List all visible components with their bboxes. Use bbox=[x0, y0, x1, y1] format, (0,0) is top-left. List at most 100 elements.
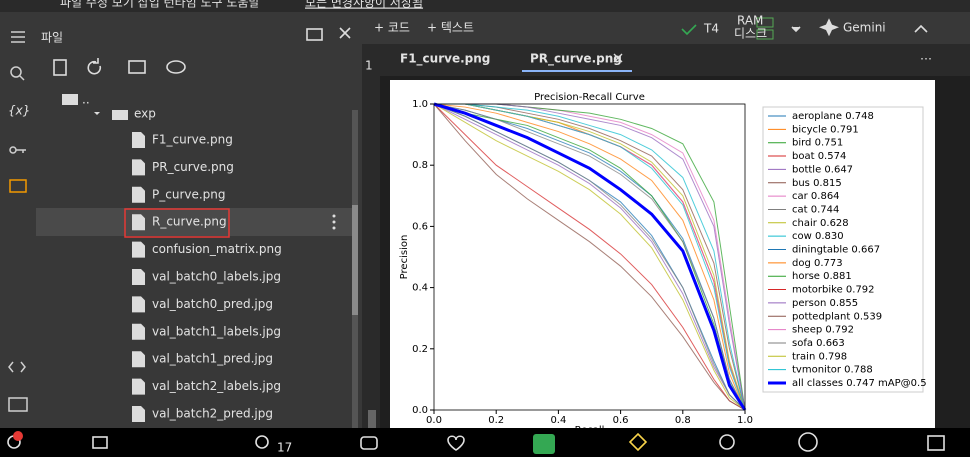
icon-strip bbox=[0, 12, 35, 428]
file-name[interactable]: P_curve.png bbox=[152, 187, 226, 201]
tab-active[interactable]: PR_curve.png bbox=[530, 52, 622, 67]
y-tick-label: 0.8 bbox=[412, 160, 428, 171]
legend-label: dog 0.773 bbox=[792, 258, 843, 269]
more-dot[interactable] bbox=[332, 214, 336, 218]
save-status[interactable]: 모든 변경사항이 저장됨 bbox=[305, 0, 423, 10]
file-name[interactable]: val_batch1_pred.jpg bbox=[152, 352, 273, 366]
tab-bar bbox=[362, 44, 970, 76]
more-dot bbox=[332, 220, 336, 224]
selected-row bbox=[36, 208, 352, 236]
editor-scrollbar[interactable] bbox=[368, 410, 376, 428]
terminal-icon[interactable] bbox=[8, 397, 28, 412]
file-icon bbox=[132, 186, 145, 203]
share-button[interactable] bbox=[533, 434, 555, 454]
file-icon bbox=[132, 351, 145, 368]
class-curve bbox=[434, 103, 746, 411]
disk-label: 디스크 bbox=[734, 27, 767, 41]
legend-label: bird 0.751 bbox=[792, 138, 843, 149]
y-tick-label: 0.6 bbox=[412, 221, 428, 232]
legend-box bbox=[762, 106, 924, 393]
add-code[interactable]: + 코드 bbox=[374, 21, 410, 35]
file-name[interactable]: F1_curve.png bbox=[152, 133, 233, 147]
drive-icon[interactable] bbox=[128, 60, 146, 74]
ram-label: RAM bbox=[737, 14, 763, 28]
icon-group bbox=[8, 31, 28, 412]
chart-title: Precision-Recall Curve bbox=[534, 92, 645, 103]
more-icon[interactable] bbox=[798, 432, 818, 452]
eye-icon[interactable] bbox=[166, 60, 186, 74]
runtime-type: T4 bbox=[703, 22, 719, 36]
x-tick-label: 1.0 bbox=[737, 415, 753, 426]
file-icon bbox=[132, 269, 145, 285]
class-curve bbox=[433, 103, 746, 411]
toc-icon[interactable] bbox=[11, 31, 25, 43]
tab-close[interactable] bbox=[613, 53, 623, 63]
gutter bbox=[362, 44, 380, 428]
reactions-icon[interactable] bbox=[447, 435, 465, 451]
sidebar-scrollbar[interactable] bbox=[352, 205, 358, 315]
file-icon bbox=[132, 159, 145, 176]
file-name[interactable]: val_batch2_labels.jpg bbox=[152, 379, 281, 393]
file-icon bbox=[132, 214, 145, 231]
legend-label: sofa 0.663 bbox=[792, 338, 845, 349]
legend-label: horse 0.881 bbox=[792, 271, 852, 282]
x-axis-label: Recall bbox=[575, 425, 605, 436]
file-name[interactable]: R_curve.png bbox=[152, 215, 227, 229]
upload-icon[interactable] bbox=[53, 59, 67, 76]
file-icon bbox=[132, 296, 145, 313]
search-icon[interactable] bbox=[10, 66, 22, 78]
y-axis-label: Precision bbox=[399, 235, 410, 280]
variables-icon[interactable]: {x} bbox=[8, 104, 30, 118]
window-icon[interactable] bbox=[306, 28, 323, 41]
file-name[interactable]: val_batch1_labels.jpg bbox=[152, 324, 281, 338]
file-name[interactable]: confusion_matrix.png bbox=[152, 242, 282, 256]
activities-icon[interactable] bbox=[719, 434, 735, 450]
ram-meter bbox=[756, 17, 774, 28]
menu-items[interactable]: 파일 수정 보기 삽입 런타임 도구 도움말 bbox=[60, 0, 260, 10]
y-tick-label: 0.0 bbox=[412, 405, 428, 416]
chat-icon[interactable] bbox=[360, 436, 378, 450]
search-icon-handle bbox=[19, 75, 25, 81]
legend-label: pottedplant 0.539 bbox=[792, 311, 882, 322]
class-curve bbox=[433, 103, 746, 411]
tree-parent[interactable]: .. bbox=[82, 93, 90, 107]
folder-icon[interactable] bbox=[9, 179, 27, 193]
code-icon[interactable] bbox=[8, 361, 26, 373]
people-icon[interactable] bbox=[255, 435, 269, 449]
y-tick-label: 1.0 bbox=[412, 99, 428, 110]
class-curve bbox=[434, 103, 746, 411]
close-icon[interactable] bbox=[339, 27, 351, 39]
effects-icon[interactable] bbox=[628, 432, 648, 452]
file-icon bbox=[132, 132, 145, 148]
sidebar-title: 파일 bbox=[41, 31, 63, 45]
class-curve bbox=[433, 103, 746, 411]
file-name[interactable]: val_batch0_pred.jpg bbox=[152, 297, 273, 311]
class-curve bbox=[433, 103, 746, 411]
legend-label: tvmonitor 0.788 bbox=[792, 365, 873, 376]
tab-menu[interactable]: ⋯ bbox=[920, 52, 932, 66]
gemini-button[interactable]: Gemini bbox=[843, 21, 886, 35]
legend-label: train 0.798 bbox=[792, 351, 847, 362]
dropdown-icon[interactable] bbox=[791, 26, 801, 33]
tab[interactable]: F1_curve.png bbox=[400, 52, 490, 67]
camera-icon[interactable] bbox=[92, 436, 108, 449]
disk-meter bbox=[756, 29, 774, 40]
add-text[interactable]: + 텍스트 bbox=[427, 21, 474, 35]
folder-parent-icon bbox=[62, 94, 78, 105]
file-name[interactable]: val_batch2_pred.jpg bbox=[152, 407, 273, 421]
tree-folder[interactable]: exp bbox=[134, 107, 156, 121]
taskbar-icons bbox=[7, 432, 945, 452]
refresh-icon[interactable] bbox=[87, 58, 102, 75]
legend-label: sheep 0.792 bbox=[792, 325, 854, 336]
file-name[interactable]: PR_curve.png bbox=[152, 160, 234, 174]
mic-alert bbox=[13, 431, 23, 441]
menu-bar bbox=[0, 0, 970, 12]
y-tick-label: 0.2 bbox=[412, 344, 428, 355]
participant-count: 17 bbox=[277, 441, 292, 455]
leave-icon[interactable] bbox=[927, 435, 945, 451]
key-icon-stem bbox=[16, 149, 26, 153]
file-name[interactable]: val_batch0_labels.jpg bbox=[152, 270, 281, 284]
legend-label: cat 0.744 bbox=[792, 204, 839, 215]
collapse-icon[interactable] bbox=[914, 24, 928, 33]
